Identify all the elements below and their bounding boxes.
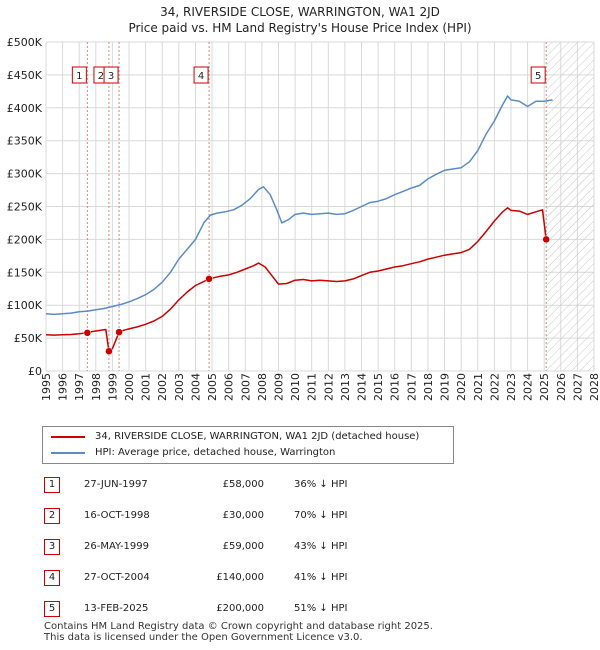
transaction-number: 3 (44, 539, 60, 555)
x-tick-label: 2000 (123, 373, 136, 401)
transaction-label-box (530, 66, 546, 84)
hpi-line (45, 95, 553, 316)
x-tick-label: 2010 (289, 373, 302, 401)
x-tick-label: 1995 (40, 373, 53, 401)
x-tick-label: 2025 (538, 373, 551, 401)
y-tick-label: £500K (7, 36, 43, 49)
y-tick-label: £200K (7, 233, 43, 246)
footer-line-2: This data is licensed under the Open Gov… (44, 632, 363, 643)
x-tick-label: 2022 (488, 373, 501, 401)
y-tick-label: £450K (7, 69, 43, 82)
x-tick-label: 2013 (339, 373, 352, 401)
transaction-number: 1 (44, 477, 60, 493)
y-tick-label: £400K (7, 102, 43, 115)
x-tick-label: 2007 (239, 373, 252, 401)
transaction-date: 27-OCT-2004 (84, 572, 150, 583)
y-tick-label: £50K (14, 332, 43, 345)
transaction-date: 16-OCT-1998 (84, 510, 150, 521)
transaction-hpi-diff: 70% ↓ HPI (294, 510, 348, 521)
chart-subtitle: Price paid vs. HM Land Registry's House … (128, 21, 472, 35)
y-tick-label: £250K (7, 201, 43, 214)
x-tick-label: 2026 (555, 373, 568, 401)
x-tick-label: 2014 (356, 373, 369, 401)
transaction-number: 5 (44, 601, 60, 617)
x-tick-label: 2020 (455, 373, 468, 401)
transaction-label: 2 (98, 71, 104, 82)
x-tick-label: 2018 (422, 373, 435, 401)
transaction-point (83, 329, 92, 337)
transaction-price: £140,000 (216, 572, 264, 583)
legend-swatch-property (51, 436, 85, 438)
x-tick-label: 2028 (588, 373, 600, 401)
legend-label-property: 34, RIVERSIDE CLOSE, WARRINGTON, WA1 2JD… (95, 431, 420, 442)
future-shading (546, 42, 594, 371)
y-tick-label: £0 (28, 365, 42, 378)
legend-label-hpi: HPI: Average price, detached house, Warr… (95, 447, 336, 458)
x-tick-label: 2003 (173, 373, 186, 401)
transaction-point (115, 328, 123, 336)
transaction-price: £58,000 (222, 479, 264, 490)
transaction-label: 1 (76, 71, 82, 82)
x-tick-label: 1999 (106, 373, 119, 401)
y-tick-label: £150K (7, 266, 43, 279)
transaction-price: £59,000 (222, 541, 264, 552)
transaction-price: £30,000 (222, 510, 264, 521)
table-row: 1 27-JUN-1997 £58,000 36% ↓ HPI (44, 472, 444, 503)
x-tick-label: 1997 (73, 373, 86, 401)
transaction-label: 3 (108, 71, 114, 82)
x-tick-label: 1998 (90, 373, 103, 401)
x-tick-label: 2006 (223, 373, 236, 401)
x-tick-label: 2011 (306, 373, 319, 401)
transaction-point (542, 235, 550, 244)
x-tick-label: 2009 (272, 373, 285, 401)
x-tick-label: 2019 (439, 373, 452, 401)
x-tick-label: 2027 (571, 373, 584, 401)
transaction-date: 27-JUN-1997 (84, 479, 148, 490)
transaction-price: £200,000 (216, 603, 264, 614)
transaction-number: 2 (44, 508, 60, 524)
x-tick-label: 2017 (405, 373, 418, 401)
transaction-point (205, 275, 213, 283)
x-tick-label: 2016 (389, 373, 402, 401)
chart-title: 34, RIVERSIDE CLOSE, WARRINGTON, WA1 2JD (160, 5, 440, 19)
transaction-label-box (71, 66, 87, 84)
footer-attribution: Contains HM Land Registry data © Crown c… (44, 621, 433, 643)
y-tick-label: £300K (7, 168, 43, 181)
y-tick-label: £100K (7, 299, 43, 312)
x-tick-label: 2005 (206, 373, 219, 401)
table-row: 2 16-OCT-1998 £30,000 70% ↓ HPI (44, 503, 444, 534)
table-row: 3 26-MAY-1999 £59,000 43% ↓ HPI (44, 534, 444, 565)
footer-line-1: Contains HM Land Registry data © Crown c… (44, 621, 433, 632)
transactions-table: 1 27-JUN-1997 £58,000 36% ↓ HPI 2 16-OCT… (44, 472, 444, 627)
transaction-label: 4 (198, 71, 204, 82)
transaction-label-box (103, 66, 119, 84)
x-tick-label: 2001 (140, 373, 153, 401)
transaction-date: 26-MAY-1999 (84, 541, 150, 552)
transaction-date: 13-FEB-2025 (84, 603, 149, 614)
transaction-number: 4 (44, 570, 60, 586)
x-tick-label: 1996 (57, 373, 70, 401)
legend-swatch-hpi (51, 452, 85, 454)
x-tick-label: 2021 (472, 373, 485, 401)
transaction-hpi-diff: 41% ↓ HPI (294, 572, 348, 583)
x-tick-label: 2004 (189, 373, 202, 401)
x-tick-label: 2015 (372, 373, 385, 401)
x-tick-label: 2024 (522, 373, 535, 401)
transaction-hpi-diff: 51% ↓ HPI (294, 603, 348, 614)
transaction-point (105, 347, 113, 356)
x-tick-label: 2002 (156, 373, 169, 401)
table-row: 4 27-OCT-2004 £140,000 41% ↓ HPI (44, 565, 444, 596)
x-tick-label: 2023 (505, 373, 518, 401)
table-row: 5 13-FEB-2025 £200,000 51% ↓ HPI (44, 596, 444, 627)
transaction-label: 5 (535, 71, 541, 82)
transaction-hpi-diff: 43% ↓ HPI (294, 541, 348, 552)
transaction-label-box (193, 66, 209, 84)
x-tick-label: 2008 (256, 373, 269, 401)
x-tick-label: 2012 (322, 373, 335, 401)
chart-legend: 34, RIVERSIDE CLOSE, WARRINGTON, WA1 2JD… (42, 426, 454, 464)
y-tick-label: £350K (7, 135, 43, 148)
transaction-hpi-diff: 36% ↓ HPI (294, 479, 348, 490)
